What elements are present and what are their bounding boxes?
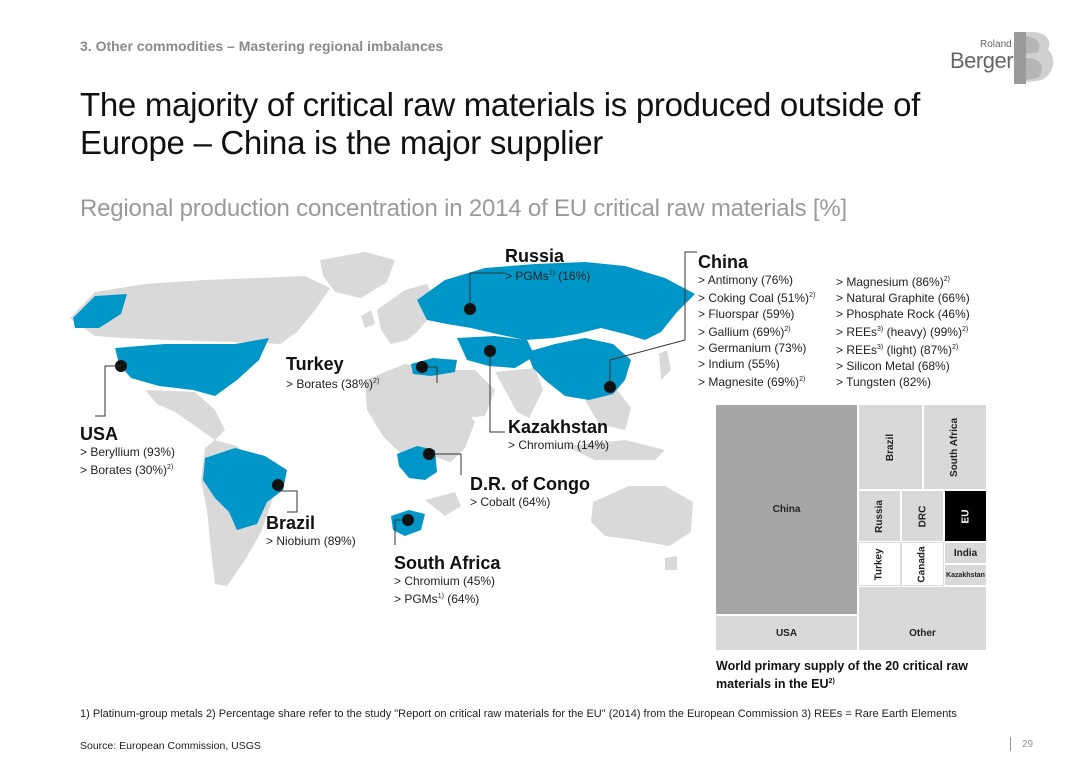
- china-items-column-2: > Magnesium (86%)2) > Natural Graphite (…: [836, 272, 970, 390]
- region-usa: [115, 338, 269, 396]
- china-items-column-1: > Antimony (76%) > Coking Coal (51%)2) >…: [698, 272, 836, 390]
- item-south-africa-chromium: > Chromium (45%): [394, 574, 496, 588]
- page-subtitle: Regional production concentration in 201…: [80, 195, 847, 222]
- item-china-coking-coal: > Coking Coal (51%)2): [698, 291, 816, 305]
- treemap-tile-russia: Russia: [858, 490, 901, 542]
- source-note: Source: European Commission, USGS: [80, 740, 261, 752]
- region-russia: [417, 262, 695, 340]
- callout-brazil: Brazil > Niobium (89%): [266, 513, 356, 549]
- item-china-tungsten: > Tungsten (82%): [836, 375, 932, 389]
- region-brazil: [203, 448, 287, 530]
- marker-kazakhstan: [484, 345, 496, 357]
- logo-b-mark-icon: [1014, 32, 1054, 84]
- country-name-brazil: Brazil: [266, 513, 316, 533]
- country-name-russia: Russia: [505, 246, 565, 266]
- item-china-indium: > Indium (55%): [698, 357, 780, 371]
- item-china-magnesite: > Magnesite (69%)2): [698, 375, 806, 389]
- country-name-south-africa: South Africa: [394, 553, 501, 573]
- item-usa-beryllium: > Beryllium (93%): [80, 445, 176, 459]
- marker-china: [604, 381, 616, 393]
- marker-turkey: [416, 361, 428, 373]
- item-brazil-niobium: > Niobium (89%): [266, 534, 356, 548]
- page-number: 29: [1022, 739, 1034, 750]
- treemap-tile-south-africa: South Africa: [923, 404, 987, 490]
- region-kazakhstan: [457, 336, 535, 368]
- treemap-tile-canada: Canada: [901, 542, 944, 586]
- item-china-antimony: > Antimony (76%): [698, 273, 794, 287]
- highlighted-countries: [73, 262, 695, 536]
- item-russia-pgms: > PGMs1) (16%): [505, 269, 591, 283]
- markers: [115, 303, 616, 526]
- treemap-tile-turkey: Turkey: [858, 542, 901, 586]
- marker-brazil: [272, 479, 284, 491]
- item-china-fluorspar: > Fluorspar (59%): [698, 307, 795, 321]
- item-china-natural-graphite: > Natural Graphite (66%): [836, 291, 970, 305]
- item-china-germanium: > Germanium (73%): [698, 341, 807, 355]
- world-map: [70, 251, 697, 586]
- page-title: The majority of critical raw materials i…: [80, 86, 921, 161]
- callout-south-africa: South Africa > Chromium (45%) > PGMs1) (…: [394, 553, 500, 607]
- treemap-caption: World primary supply of the 20 critical …: [716, 659, 968, 692]
- logo-text-roland: Roland: [980, 39, 1012, 50]
- section-label: 3. Other commodities – Mastering regiona…: [80, 38, 444, 54]
- roland-berger-logo: Roland Berger: [950, 32, 1055, 84]
- marker-russia: [464, 303, 476, 315]
- country-name-usa: USA: [80, 424, 119, 444]
- item-china-phosphate-rock: > Phosphate Rock (46%): [836, 307, 970, 321]
- callout-usa: USA > Beryllium (93%) > Borates (30%)2): [80, 424, 175, 478]
- item-china-rees-light: > REEs3) (light) (87%)2): [836, 343, 959, 357]
- leader-lines: [95, 251, 697, 545]
- callout-kazakhstan: Kazakhstan > Chromium (14%): [508, 417, 609, 453]
- marker-south-africa: [402, 514, 414, 526]
- callout-drc: D.R. of Congo > Cobalt (64%): [470, 474, 590, 510]
- region-alaska: [73, 294, 127, 328]
- supply-treemap: China Brazil South Africa Russia DRC EU …: [715, 404, 987, 651]
- treemap-tile-eu: EU: [944, 490, 987, 542]
- logo-text-berger: Berger: [950, 48, 1014, 73]
- treemap-tile-china: China: [715, 404, 858, 615]
- item-usa-borates: > Borates (30%)2): [80, 463, 174, 477]
- callout-turkey: Turkey > Borates (38%)2): [286, 354, 379, 392]
- page-number-divider: [1010, 737, 1011, 751]
- treemap-tile-brazil: Brazil: [858, 404, 923, 490]
- treemap-tile-usa: USA: [715, 615, 858, 651]
- treemap-tile-drc: DRC: [901, 490, 944, 542]
- treemap-tile-india: India: [944, 542, 987, 564]
- item-kazakhstan-chromium: > Chromium (14%): [508, 438, 610, 452]
- country-name-drc: D.R. of Congo: [470, 474, 590, 494]
- item-turkey-borates: > Borates (38%)2): [286, 377, 380, 391]
- callout-china: China > Antimony (76%) > Coking Coal (51…: [698, 252, 970, 390]
- treemap-tile-other: Other: [858, 586, 987, 651]
- callout-russia: Russia > PGMs1) (16%): [505, 246, 590, 284]
- item-china-magnesium: > Magnesium (86%)2): [836, 275, 950, 289]
- item-china-rees-heavy: > REEs3) (heavy) (99%)2): [836, 325, 969, 339]
- marker-drc: [423, 448, 435, 460]
- item-china-gallium: > Gallium (69%)2): [698, 325, 791, 339]
- country-name-china: China: [698, 252, 749, 272]
- treemap-tile-kazakhstan: Kazakhstan: [944, 564, 987, 586]
- footnotes: 1) Platinum-group metals 2) Percentage s…: [80, 708, 957, 720]
- country-name-kazakhstan: Kazakhstan: [508, 417, 609, 437]
- country-name-turkey: Turkey: [286, 354, 344, 374]
- item-china-silicon-metal: > Silicon Metal (68%): [836, 359, 950, 373]
- item-south-africa-pgms: > PGMs1) (64%): [394, 592, 480, 606]
- item-drc-cobalt: > Cobalt (64%): [470, 495, 551, 509]
